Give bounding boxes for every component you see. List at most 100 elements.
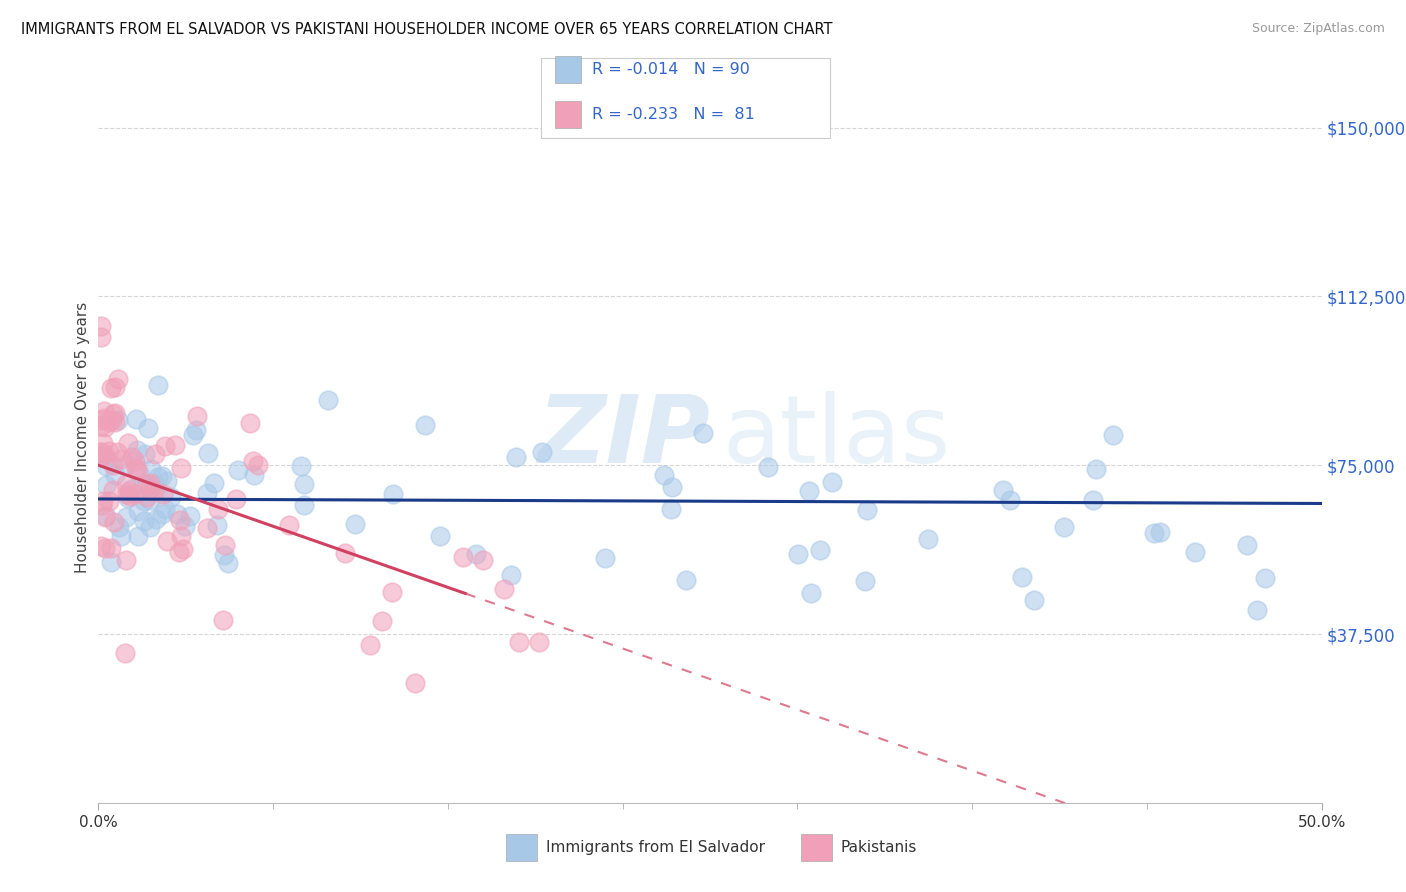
- Point: [179, 509, 201, 524]
- Point: [853, 574, 876, 588]
- Point: [136, 421, 159, 435]
- Point: [100, 381, 122, 395]
- Point: [94, 450, 117, 465]
- Point: [120, 482, 142, 496]
- Point: [184, 423, 207, 437]
- Point: [115, 476, 138, 491]
- Point: [207, 502, 229, 516]
- Point: [104, 416, 127, 430]
- Point: [786, 547, 808, 561]
- Point: [211, 613, 233, 627]
- Point: [143, 477, 166, 491]
- Point: [1085, 461, 1108, 475]
- Point: [91, 436, 114, 450]
- Point: [145, 511, 167, 525]
- Point: [527, 635, 550, 649]
- Point: [292, 498, 315, 512]
- Point: [128, 466, 150, 480]
- Point: [530, 445, 553, 459]
- Point: [214, 538, 236, 552]
- Point: [371, 614, 394, 628]
- Point: [1236, 538, 1258, 552]
- Point: [117, 435, 139, 450]
- Point: [202, 475, 225, 490]
- Point: [153, 501, 176, 516]
- Point: [104, 468, 127, 483]
- Point: [114, 552, 136, 566]
- Point: [821, 475, 844, 489]
- Point: [797, 483, 820, 498]
- Point: [91, 450, 114, 464]
- Point: [141, 483, 163, 498]
- Point: [90, 444, 112, 458]
- Point: [593, 551, 616, 566]
- Point: [160, 491, 183, 505]
- Point: [243, 467, 266, 482]
- Point: [413, 417, 436, 432]
- Point: [1143, 525, 1166, 540]
- Point: [94, 420, 117, 434]
- Point: [652, 468, 675, 483]
- Point: [1254, 571, 1277, 585]
- Point: [800, 586, 823, 600]
- Point: [94, 459, 117, 474]
- Point: [278, 517, 301, 532]
- Point: [139, 475, 162, 490]
- Point: [661, 480, 683, 494]
- Text: atlas: atlas: [723, 391, 950, 483]
- Point: [505, 450, 527, 464]
- Point: [97, 494, 120, 508]
- Point: [90, 412, 112, 426]
- Point: [90, 539, 112, 553]
- Point: [97, 444, 120, 458]
- Point: [139, 520, 162, 534]
- Point: [808, 542, 831, 557]
- Point: [917, 532, 939, 546]
- Point: [117, 491, 139, 505]
- Point: [107, 372, 129, 386]
- Point: [429, 529, 451, 543]
- Point: [382, 487, 405, 501]
- Point: [499, 568, 522, 582]
- Point: [94, 541, 117, 556]
- Text: Pakistanis: Pakistanis: [841, 840, 917, 855]
- Point: [98, 415, 121, 429]
- Point: [91, 498, 114, 512]
- Point: [101, 483, 124, 497]
- Point: [195, 521, 218, 535]
- Point: [225, 491, 247, 506]
- Text: R = -0.233   N =  81: R = -0.233 N = 81: [592, 107, 755, 121]
- Point: [101, 407, 124, 421]
- Text: R = -0.014   N = 90: R = -0.014 N = 90: [592, 62, 749, 77]
- Point: [139, 493, 162, 508]
- Point: [344, 516, 367, 531]
- Point: [453, 550, 475, 565]
- Point: [181, 427, 204, 442]
- Point: [381, 584, 404, 599]
- Point: [165, 438, 187, 452]
- Point: [94, 477, 117, 491]
- Point: [212, 548, 235, 562]
- Point: [316, 392, 339, 407]
- Point: [464, 547, 486, 561]
- Point: [94, 510, 117, 524]
- Point: [1149, 525, 1171, 540]
- Point: [247, 458, 270, 472]
- Point: [1102, 428, 1125, 442]
- Text: IMMIGRANTS FROM EL SALVADOR VS PAKISTANI HOUSEHOLDER INCOME OVER 65 YEARS CORREL: IMMIGRANTS FROM EL SALVADOR VS PAKISTANI…: [21, 22, 832, 37]
- Point: [114, 646, 136, 660]
- Point: [186, 409, 208, 424]
- Point: [1083, 493, 1105, 508]
- Point: [494, 582, 516, 596]
- Point: [1052, 520, 1074, 534]
- Point: [404, 675, 426, 690]
- Point: [1011, 570, 1033, 584]
- Point: [471, 552, 494, 566]
- Point: [170, 461, 193, 475]
- Point: [107, 445, 129, 459]
- Point: [134, 514, 156, 528]
- Point: [93, 447, 115, 461]
- Point: [1246, 603, 1268, 617]
- Point: [120, 489, 142, 503]
- Point: [1024, 592, 1046, 607]
